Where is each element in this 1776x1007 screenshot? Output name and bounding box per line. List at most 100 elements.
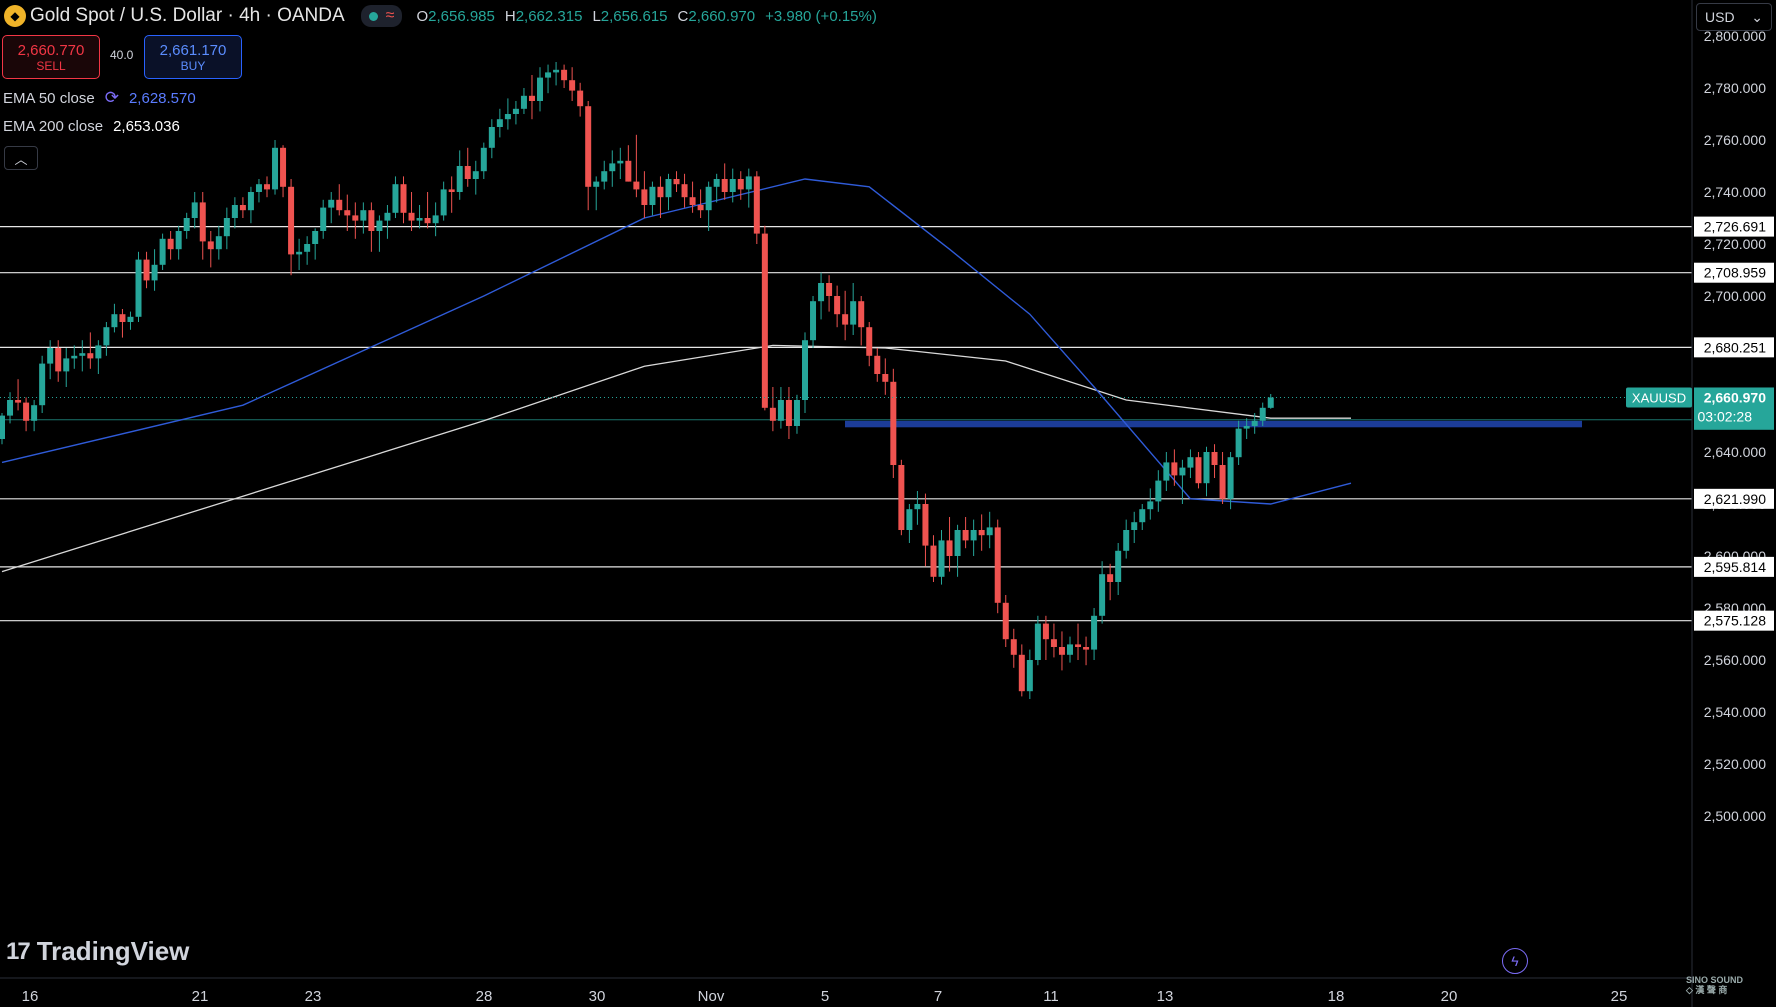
candle[interactable] xyxy=(520,88,527,114)
candle[interactable] xyxy=(994,519,1001,614)
candle[interactable] xyxy=(272,140,279,195)
candle[interactable] xyxy=(440,181,447,221)
candle[interactable] xyxy=(376,215,383,252)
candle[interactable] xyxy=(1018,644,1025,697)
candle[interactable] xyxy=(191,192,198,229)
candle[interactable] xyxy=(111,303,118,333)
candle[interactable] xyxy=(336,184,343,216)
candle[interactable] xyxy=(721,163,728,200)
candle[interactable] xyxy=(472,160,479,195)
tradingview-logo[interactable]: 17 TradingView xyxy=(6,936,189,967)
candle[interactable] xyxy=(1139,504,1146,530)
candle[interactable] xyxy=(1002,595,1009,647)
candle[interactable] xyxy=(392,176,399,218)
candle[interactable] xyxy=(569,67,576,101)
candle[interactable] xyxy=(416,205,423,229)
candle[interactable] xyxy=(858,296,865,346)
candle[interactable] xyxy=(432,202,439,237)
candle[interactable] xyxy=(898,459,905,536)
candle[interactable] xyxy=(119,309,126,338)
candle[interactable] xyxy=(1034,615,1041,666)
candle[interactable] xyxy=(1050,623,1057,658)
candle[interactable] xyxy=(785,387,792,439)
candle[interactable] xyxy=(304,236,311,265)
symbol-title[interactable]: Gold Spot / U.S. Dollar · 4h · OANDA xyxy=(30,5,345,26)
candle[interactable] xyxy=(1123,519,1130,559)
candle[interactable] xyxy=(713,173,720,203)
candle[interactable] xyxy=(681,173,688,208)
candle[interactable] xyxy=(922,493,929,567)
collapse-legend-button[interactable]: ︿ xyxy=(4,146,38,170)
candle[interactable] xyxy=(633,134,640,198)
candle[interactable] xyxy=(697,189,704,218)
candle[interactable] xyxy=(1243,418,1250,439)
candle[interactable] xyxy=(55,340,62,382)
candle[interactable] xyxy=(199,192,206,260)
candle[interactable] xyxy=(1026,649,1033,699)
candle[interactable] xyxy=(1083,636,1090,666)
ema200-legend[interactable]: EMA 200 close 2,653.036 xyxy=(3,118,180,135)
lightning-icon[interactable]: ϟ xyxy=(1502,948,1528,974)
candle[interactable] xyxy=(247,186,254,224)
candle[interactable] xyxy=(159,233,166,270)
candle[interactable] xyxy=(930,535,937,582)
candle[interactable] xyxy=(488,119,495,159)
candle[interactable] xyxy=(512,101,519,125)
candle[interactable] xyxy=(537,67,544,112)
candle[interactable] xyxy=(777,387,784,429)
candle[interactable] xyxy=(135,251,142,322)
candle[interactable] xyxy=(810,296,817,348)
candle[interactable] xyxy=(729,168,736,203)
candle[interactable] xyxy=(609,150,616,187)
candle[interactable] xyxy=(793,394,800,434)
candle[interactable] xyxy=(818,272,825,320)
candle[interactable] xyxy=(986,511,993,549)
candle[interactable] xyxy=(769,387,776,432)
candle[interactable] xyxy=(215,225,222,260)
candle[interactable] xyxy=(344,194,351,231)
candle[interactable] xyxy=(280,145,287,198)
candle[interactable] xyxy=(850,283,857,335)
candle[interactable] xyxy=(866,322,873,367)
candle[interactable] xyxy=(23,397,30,432)
candle[interactable] xyxy=(585,101,592,211)
candle[interactable] xyxy=(127,311,134,330)
candle[interactable] xyxy=(1267,393,1274,409)
candle[interactable] xyxy=(601,160,608,190)
candle[interactable] xyxy=(1163,452,1170,491)
candle[interactable] xyxy=(1179,459,1186,504)
candle[interactable] xyxy=(1066,636,1073,663)
candle[interactable] xyxy=(617,147,624,179)
candle[interactable] xyxy=(946,517,953,572)
candle[interactable] xyxy=(1131,511,1138,543)
candle[interactable] xyxy=(384,205,391,239)
candle[interactable] xyxy=(328,192,335,224)
candle[interactable] xyxy=(705,181,712,231)
candle[interactable] xyxy=(1171,449,1178,486)
candle[interactable] xyxy=(79,340,86,372)
candle[interactable] xyxy=(673,171,680,192)
candle[interactable] xyxy=(1010,628,1017,668)
candle[interactable] xyxy=(1227,452,1234,510)
candle[interactable] xyxy=(207,231,214,268)
candle[interactable] xyxy=(263,176,270,198)
candle[interactable] xyxy=(737,171,744,200)
candle[interactable] xyxy=(39,355,46,413)
candle[interactable] xyxy=(689,181,696,213)
candle[interactable] xyxy=(400,176,407,224)
candle[interactable] xyxy=(223,207,230,250)
candle[interactable] xyxy=(175,225,182,260)
candle[interactable] xyxy=(239,197,246,218)
candle[interactable] xyxy=(143,251,150,289)
candle[interactable] xyxy=(1155,470,1162,512)
candle[interactable] xyxy=(456,150,463,200)
sync-icon[interactable]: ⟳ xyxy=(104,88,119,107)
candle[interactable] xyxy=(31,400,38,432)
candle[interactable] xyxy=(906,504,913,543)
candle[interactable] xyxy=(753,171,760,244)
candle[interactable] xyxy=(954,524,961,577)
candle[interactable] xyxy=(408,192,415,231)
candle[interactable] xyxy=(151,249,158,291)
candle[interactable] xyxy=(63,348,70,387)
candle[interactable] xyxy=(296,238,303,270)
